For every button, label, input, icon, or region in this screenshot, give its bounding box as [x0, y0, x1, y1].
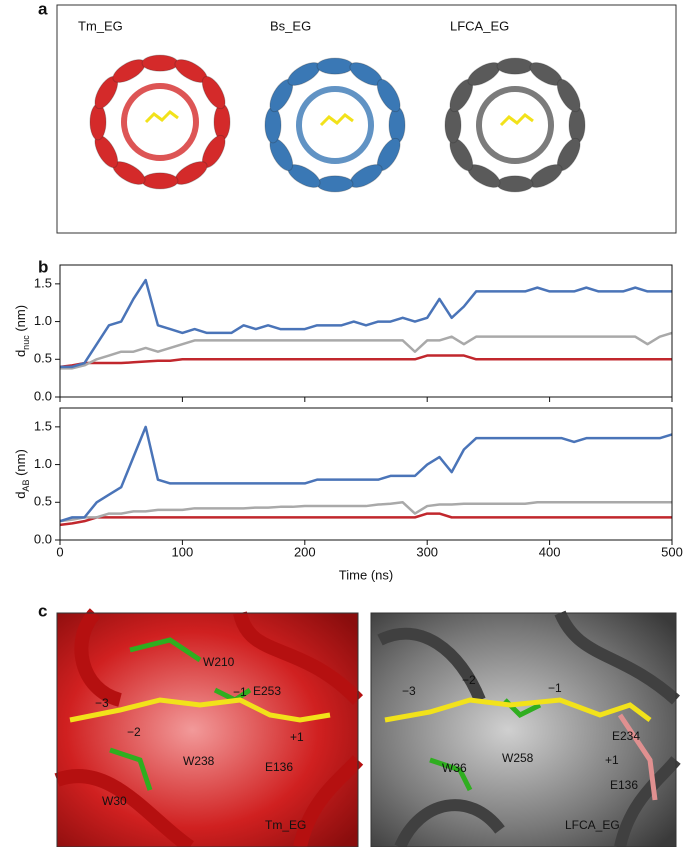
protein-images: Tm_EG Bs_EG LFCA_EG: [78, 18, 586, 193]
y-tick-label: 0.0: [34, 388, 52, 403]
residue-label: W238: [183, 754, 215, 768]
ligand: [499, 113, 534, 127]
panel-label: c: [38, 601, 47, 620]
ligand: [384, 697, 652, 723]
residue-label: −3: [402, 684, 416, 698]
residue-label: −2: [127, 725, 141, 739]
y-label-unit: (nm): [13, 449, 28, 479]
residue-label: −3: [95, 696, 109, 710]
y-axis-label: dnuc (nm): [13, 305, 31, 357]
series-line: [59, 354, 672, 369]
ribbon: [54, 608, 364, 847]
plot-frame: [59, 407, 673, 541]
barrel: [121, 83, 199, 161]
helix: [388, 106, 406, 144]
y-tick-label: 1.0: [34, 313, 52, 328]
helix: [316, 57, 354, 75]
protein-name: Bs_EG: [270, 18, 311, 33]
helix: [174, 161, 208, 185]
series-line: [59, 501, 672, 523]
x-tick-label: 400: [539, 544, 561, 559]
x-tick-label: 300: [416, 544, 438, 559]
helix: [556, 78, 581, 113]
y-label-unit: (nm): [13, 305, 28, 335]
y-label-sub: nuc: [21, 335, 31, 350]
x-tick-label: 500: [661, 544, 683, 559]
helix: [201, 75, 226, 110]
panel-label: b: [38, 257, 48, 276]
ligand: [69, 697, 331, 723]
barrel: [296, 86, 374, 164]
residue-label: W30: [102, 794, 127, 808]
y-tick-label: 0.5: [34, 494, 52, 509]
residue-label: W210: [203, 655, 235, 669]
helix: [444, 106, 462, 144]
helix: [316, 175, 354, 193]
structure-image: [371, 613, 676, 847]
barrel: [476, 86, 554, 164]
residue-label: LFCA_EG: [565, 818, 620, 832]
residue-label: −1: [233, 685, 247, 699]
x-tick-label: 200: [294, 544, 316, 559]
residue-label: E234: [612, 729, 640, 743]
helix: [287, 62, 321, 86]
residue-label: +1: [605, 753, 619, 767]
y-label-sub: AB: [21, 480, 31, 492]
protein-name: Tm_EG: [78, 18, 123, 33]
series-line: [59, 425, 673, 523]
y-label-main: d: [13, 350, 28, 357]
y-tick-label: 1.0: [34, 456, 52, 471]
residue-label: −1: [548, 681, 562, 695]
x-tick-label: 0: [56, 544, 63, 559]
panel-frame: [56, 4, 677, 234]
residue-label: E136: [610, 778, 638, 792]
panel-label: a: [38, 0, 48, 18]
y-axis-label: dAB (nm): [13, 449, 31, 499]
y-tick-label: 0.5: [34, 351, 52, 366]
panel-frame: [370, 612, 677, 847]
x-tick-label: 100: [172, 544, 194, 559]
residue-label: W36: [442, 761, 467, 775]
y-label-main: d: [13, 492, 28, 499]
residue-label: W258: [502, 751, 534, 765]
helix: [141, 54, 179, 72]
helix: [141, 172, 179, 190]
y-tick-label: 0.0: [34, 531, 52, 546]
series-line: [60, 331, 673, 370]
helix: [496, 57, 534, 75]
residue-label: −2: [462, 673, 476, 687]
helix: [467, 62, 501, 86]
residue-label: E136: [265, 760, 293, 774]
y-tick-label: 1.5: [34, 275, 52, 290]
residue-label: E253: [253, 684, 281, 698]
panel-frame: [56, 612, 359, 847]
helix: [496, 175, 534, 193]
helix: [112, 59, 146, 83]
residue-label: Tm_EG: [265, 818, 306, 832]
helix: [264, 106, 282, 144]
ligand: [144, 110, 179, 124]
helix: [213, 103, 231, 141]
protein-name: LFCA_EG: [450, 18, 509, 33]
ligand: [319, 113, 354, 127]
helix: [376, 78, 401, 113]
helix: [349, 164, 383, 188]
ribbon: [377, 610, 681, 847]
helix: [568, 106, 586, 144]
residue: [617, 713, 658, 801]
y-tick-label: 1.5: [34, 418, 52, 433]
series-line: [60, 278, 672, 369]
plot-frame: [59, 264, 673, 398]
helix: [529, 164, 563, 188]
x-axis-label: Time (ns): [339, 567, 393, 582]
series-line: [59, 512, 672, 527]
helix: [89, 103, 107, 141]
residue-label: +1: [290, 730, 304, 744]
